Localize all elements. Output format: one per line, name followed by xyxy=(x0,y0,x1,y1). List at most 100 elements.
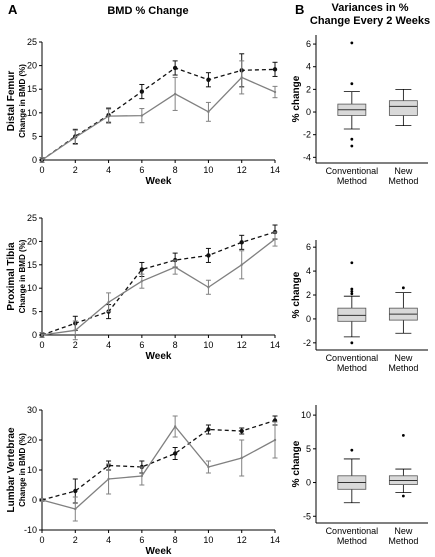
x-tick-label: 8 xyxy=(173,535,178,545)
y-tick-label: 0 xyxy=(306,314,311,324)
outlier-point xyxy=(350,144,354,148)
y-tick-label: 30 xyxy=(27,405,37,415)
iqr-box xyxy=(388,100,418,116)
data-point xyxy=(273,237,277,241)
category-label: Conventional Method xyxy=(326,166,379,186)
y-axis-sublabel: Change in BMD (%) xyxy=(18,239,27,313)
y-tick-label: 5 xyxy=(32,131,37,141)
x-tick-label: 0 xyxy=(39,165,44,175)
data-point xyxy=(239,240,244,245)
y-axis-label: % change xyxy=(291,75,302,122)
data-point xyxy=(207,286,210,289)
category-label: Conventional Method xyxy=(326,353,379,373)
data-point xyxy=(74,136,77,139)
y-tick-label: 20 xyxy=(27,61,37,71)
x-tick-label: 6 xyxy=(139,535,144,545)
x-axis-label: Week xyxy=(146,176,172,187)
data-point xyxy=(173,92,177,96)
y-tick-label: -10 xyxy=(24,525,37,535)
data-point xyxy=(40,333,44,337)
data-point xyxy=(73,488,78,494)
category-label: New Method xyxy=(388,526,418,546)
x-tick-label: 8 xyxy=(173,165,178,175)
series-line-dashed xyxy=(41,231,276,336)
line-chart-1: 0 5 10 15 20 25 0 2 4 6 8 10 12 14 Week Distal Femur Cha… xyxy=(6,37,280,187)
data-point xyxy=(240,263,243,266)
series-line-dashed xyxy=(41,67,276,161)
data-point xyxy=(139,89,145,94)
y-tick-label: 25 xyxy=(27,213,37,223)
series-line-solid xyxy=(41,425,276,510)
iqr-box xyxy=(337,307,367,322)
y-tick-label: 2 xyxy=(306,290,311,300)
data-point xyxy=(40,498,44,502)
y-axis-sublabel: Change in BMD (%) xyxy=(18,433,27,507)
y-tick-label: 0 xyxy=(306,107,311,117)
y-axis-label: % change xyxy=(291,271,302,318)
x-tick-label: 2 xyxy=(73,535,78,545)
y-axis-label: % change xyxy=(291,440,302,487)
x-tick-label: 6 xyxy=(139,340,144,350)
data-point xyxy=(74,329,77,332)
data-point xyxy=(172,65,178,71)
data-point xyxy=(206,77,211,82)
y-tick-label: 15 xyxy=(27,84,37,94)
x-tick-label: 0 xyxy=(39,340,44,350)
y-tick-label: 20 xyxy=(27,435,37,445)
y-tick-label: -4 xyxy=(303,152,311,162)
x-tick-label: 0 xyxy=(39,535,44,545)
y-tick-label: -2 xyxy=(303,338,311,348)
data-point xyxy=(107,301,110,304)
x-tick-label: 14 xyxy=(270,165,280,175)
x-tick-label: 10 xyxy=(203,165,213,175)
y-tick-label: 5 xyxy=(306,444,311,454)
data-point xyxy=(139,267,145,272)
y-tick-label: -2 xyxy=(303,130,311,140)
y-tick-label: 5 xyxy=(32,307,37,317)
data-point xyxy=(107,114,110,118)
series-line-solid xyxy=(41,238,276,336)
x-tick-label: 14 xyxy=(270,340,280,350)
data-point xyxy=(273,90,277,94)
right-column-title-line1: Variances in % xyxy=(331,2,408,14)
data-point xyxy=(207,465,210,469)
x-tick-label: 2 xyxy=(73,165,78,175)
category-label: New Method xyxy=(388,166,418,186)
series-line-dashed xyxy=(41,419,276,501)
data-point xyxy=(140,114,144,117)
data-point xyxy=(239,428,244,434)
line-chart-2: 0 5 10 15 20 25 0 2 4 6 8 10 12 14 Week Proximal Tibia C… xyxy=(6,213,280,362)
x-axis-label: Week xyxy=(146,546,172,557)
y-axis-label: Lumbar Vertebrae xyxy=(6,427,17,512)
data-point xyxy=(172,451,178,456)
data-point xyxy=(107,477,110,481)
y-tick-label: 10 xyxy=(27,283,37,293)
x-axis-label: Week xyxy=(146,351,172,362)
data-point xyxy=(74,507,77,511)
y-tick-label: 2 xyxy=(306,84,311,94)
data-point xyxy=(273,438,277,442)
x-tick-label: 4 xyxy=(106,340,111,350)
data-point xyxy=(206,253,211,258)
data-point xyxy=(272,67,278,72)
outlier-point xyxy=(350,261,354,265)
outlier-point xyxy=(401,494,405,498)
data-point xyxy=(206,427,211,432)
box-plot-1: -4 -2 0 2 4 6 % change Conventional Method New Met… xyxy=(291,35,428,186)
x-tick-label: 14 xyxy=(270,535,280,545)
data-point xyxy=(173,425,177,428)
data-point xyxy=(173,265,177,269)
outlier-point xyxy=(350,82,354,86)
y-tick-label: 10 xyxy=(27,465,37,475)
y-tick-label: 20 xyxy=(27,236,37,246)
outlier-point xyxy=(350,137,354,141)
outlier-point xyxy=(350,41,354,45)
data-point xyxy=(207,110,210,114)
outlier-point xyxy=(401,286,405,290)
y-tick-label: 25 xyxy=(27,37,37,47)
y-axis-sublabel: Change in BMD (%) xyxy=(18,64,27,138)
y-tick-label: 6 xyxy=(306,39,311,49)
outlier-point xyxy=(350,448,354,452)
y-tick-label: 0 xyxy=(32,495,37,505)
